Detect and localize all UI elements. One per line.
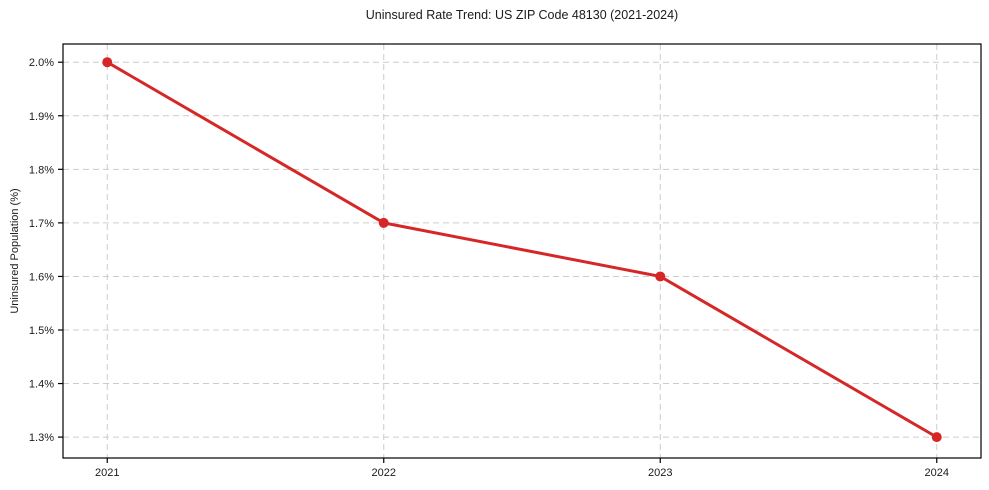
- y-tick-label: 1.6%: [29, 271, 54, 283]
- x-tick-label: 2024: [925, 467, 949, 479]
- x-tick-label: 2022: [372, 467, 396, 479]
- y-tick-label: 1.7%: [29, 218, 54, 230]
- trend-line: [105, 60, 939, 439]
- y-tick-label: 1.3%: [29, 432, 54, 444]
- data-point: [102, 57, 113, 68]
- y-tick-label: 1.5%: [29, 325, 54, 337]
- plot-border: [62, 43, 982, 459]
- data-point: [655, 271, 666, 282]
- data-point: [931, 432, 942, 443]
- x-tick-label: 2021: [95, 467, 119, 479]
- y-tick-label: 1.9%: [29, 111, 54, 123]
- y-tick-label: 1.4%: [29, 379, 54, 391]
- data-point: [378, 217, 389, 228]
- chart-title: Uninsured Rate Trend: US ZIP Code 48130 …: [365, 8, 679, 22]
- y-tick-label: 2.0%: [29, 57, 54, 69]
- x-tick-label: 2023: [648, 467, 672, 479]
- y-tick-label: 1.8%: [29, 164, 54, 176]
